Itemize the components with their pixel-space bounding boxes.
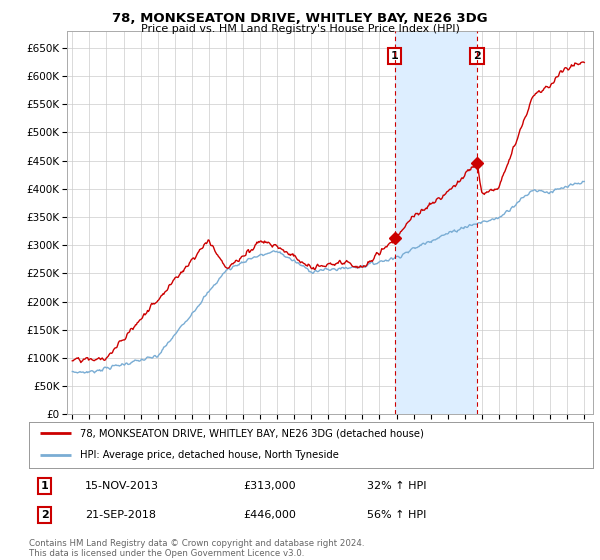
Bar (395, 31, 477, 414)
Text: 78, MONKSEATON DRIVE, WHITLEY BAY, NE26 3DG (detached house): 78, MONKSEATON DRIVE, WHITLEY BAY, NE26 … (80, 428, 424, 438)
Text: £313,000: £313,000 (243, 481, 296, 491)
Text: 1: 1 (41, 481, 49, 491)
Text: 32% ↑ HPI: 32% ↑ HPI (367, 481, 427, 491)
Text: 56% ↑ HPI: 56% ↑ HPI (367, 510, 427, 520)
Text: £446,000: £446,000 (243, 510, 296, 520)
Text: 2: 2 (473, 51, 481, 60)
Text: Contains HM Land Registry data © Crown copyright and database right 2024.
This d: Contains HM Land Registry data © Crown c… (29, 539, 364, 558)
Text: 78, MONKSEATON DRIVE, WHITLEY BAY, NE26 3DG: 78, MONKSEATON DRIVE, WHITLEY BAY, NE26 … (112, 12, 488, 25)
Text: HPI: Average price, detached house, North Tyneside: HPI: Average price, detached house, Nort… (80, 450, 338, 460)
Text: 2: 2 (41, 510, 49, 520)
Text: 21-SEP-2018: 21-SEP-2018 (85, 510, 156, 520)
Text: 15-NOV-2013: 15-NOV-2013 (85, 481, 159, 491)
Text: Price paid vs. HM Land Registry's House Price Index (HPI): Price paid vs. HM Land Registry's House … (140, 24, 460, 34)
Text: 1: 1 (391, 51, 398, 60)
